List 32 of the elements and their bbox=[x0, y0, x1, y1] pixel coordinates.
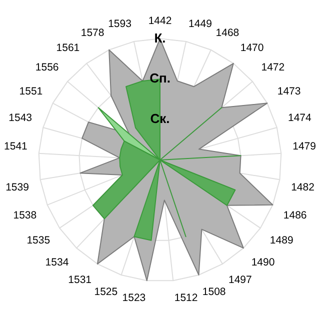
y-tick-label: Сп. bbox=[150, 70, 170, 86]
spoke-label: 1535 bbox=[26, 234, 50, 247]
spoke-label: 1442 bbox=[148, 14, 172, 27]
spoke-label: 1539 bbox=[6, 182, 30, 194]
spoke-label: 1482 bbox=[291, 182, 315, 194]
spoke-label: 1470 bbox=[240, 42, 264, 54]
spoke-label: 1472 bbox=[261, 62, 285, 74]
spoke-label: 1556 bbox=[35, 62, 59, 74]
spoke-label: 1531 bbox=[68, 274, 92, 286]
spoke-label: 1508 bbox=[202, 286, 226, 298]
spoke-label: 1523 bbox=[122, 292, 146, 304]
spoke-label: 1541 bbox=[4, 140, 28, 152]
spoke-label: 1474 bbox=[288, 112, 312, 124]
spoke-label: 1449 bbox=[188, 18, 212, 30]
spoke-label: 1473 bbox=[277, 85, 301, 98]
spoke-label: 1525 bbox=[94, 286, 118, 298]
spoke-label: 1543 bbox=[8, 112, 32, 124]
spoke-label: 1512 bbox=[174, 292, 198, 304]
y-tick-label: Ск. bbox=[150, 111, 170, 126]
spoke-label: 1489 bbox=[270, 234, 294, 247]
spoke-label: 1468 bbox=[216, 27, 240, 40]
spoke-label: 1593 bbox=[108, 18, 132, 30]
spoke-label: 1486 bbox=[283, 209, 307, 222]
spoke-label: 1497 bbox=[228, 274, 252, 286]
spoke-label: 1538 bbox=[13, 209, 37, 222]
spoke-label: 1551 bbox=[19, 85, 43, 98]
spoke-label: 1534 bbox=[45, 256, 69, 269]
spoke-label: 1490 bbox=[251, 256, 275, 269]
spoke-label: 1561 bbox=[56, 42, 80, 54]
spoke-label: 1479 bbox=[292, 140, 316, 152]
y-tick-label: К. bbox=[154, 30, 166, 46]
spoke-label: 1578 bbox=[80, 27, 104, 40]
